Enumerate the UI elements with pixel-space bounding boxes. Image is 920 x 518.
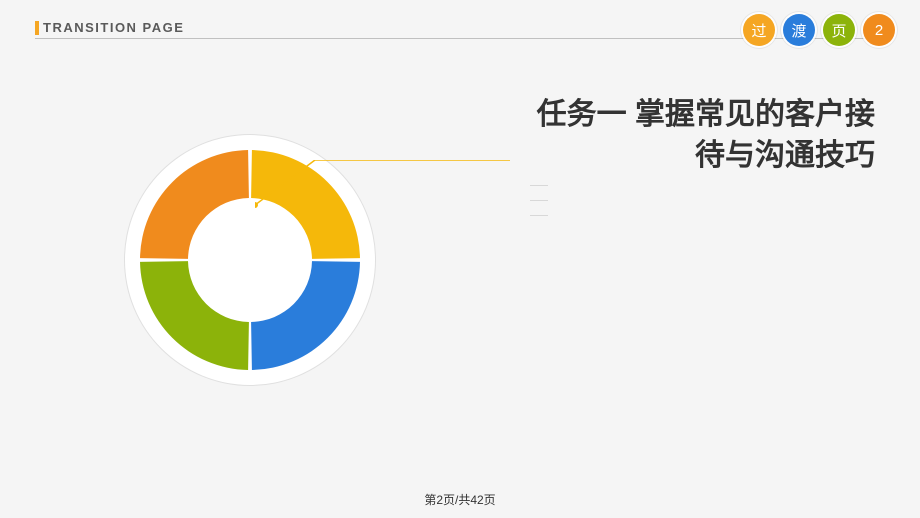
header: TRANSITION PAGE: [35, 20, 184, 35]
main-title-line1: 任务一 掌握常见的客户接: [537, 98, 875, 131]
badge: 过: [743, 14, 775, 46]
body-line: [530, 200, 548, 201]
body-line: [530, 215, 548, 216]
header-title: TRANSITION PAGE: [43, 20, 184, 35]
body-line: [530, 185, 548, 186]
donut-center: [200, 210, 300, 310]
body-placeholder-lines: [530, 185, 548, 216]
main-title: 任务一 掌握常见的客户接 待与沟通技巧: [375, 95, 875, 176]
donut-chart: [125, 135, 375, 385]
badge: 2: [863, 14, 895, 46]
page-footer: 第2页/共42页: [0, 491, 920, 508]
badge: 页: [823, 14, 855, 46]
badge-row: 过渡页2: [743, 14, 895, 46]
header-accent-bar: [35, 21, 39, 35]
main-title-line2: 待与沟通技巧: [695, 139, 875, 172]
badge: 渡: [783, 14, 815, 46]
